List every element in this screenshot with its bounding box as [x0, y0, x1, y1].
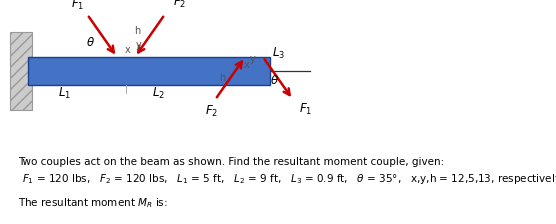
Text: $F_1$: $F_1$ [299, 102, 312, 117]
Bar [10, 32, 32, 110]
Text: $L_1$: $L_1$ [58, 86, 72, 101]
Text: $F_2$: $F_2$ [173, 0, 186, 10]
Text: $F_2$: $F_2$ [205, 103, 218, 119]
Text: $F_1$ = 120 lbs,   $F_2$ = 120 lbs,   $L_1$ = 5 ft,   $L_2$ = 9 ft,   $L_3$ = 0.: $F_1$ = 120 lbs, $F_2$ = 120 lbs, $L_1$ … [22, 172, 556, 186]
Text: $L_2$: $L_2$ [151, 86, 165, 101]
Text: h: h [135, 26, 141, 36]
Text: The resultant moment $M_R$ is:: The resultant moment $M_R$ is: [18, 196, 168, 210]
Text: $\theta$: $\theta$ [86, 35, 95, 49]
Text: y: y [136, 40, 142, 50]
Text: x: x [125, 45, 131, 55]
Text: Two couples act on the beam as shown. Find the resultant moment couple, given:: Two couples act on the beam as shown. Fi… [18, 157, 444, 167]
Bar [28, 57, 270, 85]
Text: $F_1$: $F_1$ [71, 0, 84, 12]
Text: h: h [219, 73, 225, 83]
Text: $L_3$: $L_3$ [272, 45, 285, 60]
Text: x: x [244, 60, 250, 70]
Text: y: y [250, 54, 256, 64]
Text: $\theta$: $\theta$ [270, 73, 279, 86]
